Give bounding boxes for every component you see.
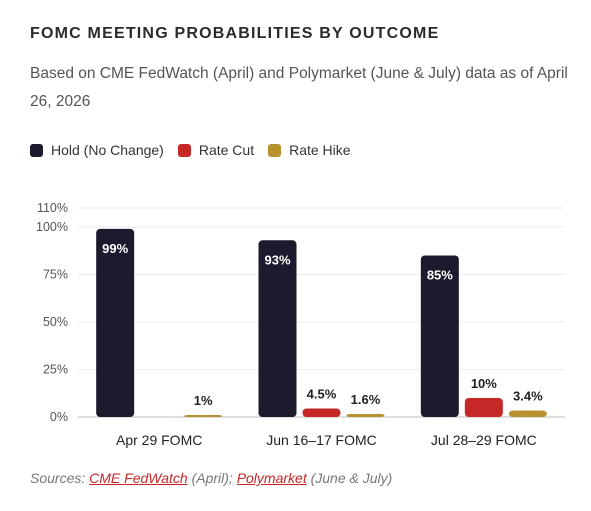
data-label: 1% [194, 393, 213, 408]
legend: Hold (No Change) Rate Cut Rate Hike [30, 142, 365, 158]
data-label: 85% [427, 268, 453, 283]
legend-item-hike: Rate Hike [268, 142, 351, 158]
bar [346, 413, 385, 417]
data-label: 99% [102, 241, 128, 256]
legend-swatch-cut [177, 143, 191, 157]
data-label: 10% [471, 376, 497, 391]
bar [464, 398, 503, 417]
y-tick-label: 0% [50, 410, 68, 424]
bar [96, 228, 135, 417]
chart-title: FOMC MEETING PROBABILITIES BY OUTCOME [30, 25, 440, 42]
legend-label-hike: Rate Hike [289, 142, 351, 158]
data-label: 3.4% [513, 389, 543, 404]
legend-label-hold: Hold (No Change) [51, 142, 164, 158]
x-tick-label: Jun 16–17 FOMC [266, 432, 377, 448]
cme-fedwatch-link[interactable]: CME FedWatch [89, 470, 188, 486]
sources-note: Sources: CME FedWatch (April); Polymarke… [30, 470, 392, 486]
x-tick-label: Apr 29 FOMC [116, 432, 202, 448]
bars-layer [96, 228, 547, 417]
data-label: 93% [264, 252, 290, 267]
bar [184, 415, 223, 417]
legend-item-hold: Hold (No Change) [30, 142, 164, 158]
y-tick-label: 50% [43, 315, 68, 329]
y-tick-label: 75% [43, 268, 68, 282]
x-tick-label: Jul 28–29 FOMC [431, 432, 537, 448]
data-label: 1.6% [351, 392, 381, 407]
y-tick-label: 25% [43, 363, 68, 377]
sources-middle: (April); [187, 470, 237, 486]
legend-label-cut: Rate Cut [198, 142, 255, 158]
labels-layer: 0% 25% 50% 75% 100% 110% Apr 29 FOMC 99% 1% Jun 1… [36, 201, 543, 448]
y-tick-label: 110% [37, 201, 68, 215]
data-label: 4.5% [307, 386, 337, 401]
bar [302, 408, 341, 417]
polymarket-link[interactable]: Polymarket [236, 470, 307, 486]
sources-suffix: (June & July) [306, 470, 393, 486]
bar [258, 240, 297, 417]
bar [420, 255, 459, 417]
legend-swatch-hike [268, 143, 282, 157]
legend-swatch-hold [30, 143, 43, 157]
legend-item-cut: Rate Cut [177, 142, 255, 158]
bar [508, 410, 547, 417]
chart-subtitle: Based on CME FedWatch (April) and Polyma… [30, 65, 568, 110]
sources-prefix: Sources: [30, 470, 90, 486]
y-tick-label: 100% [36, 220, 68, 234]
